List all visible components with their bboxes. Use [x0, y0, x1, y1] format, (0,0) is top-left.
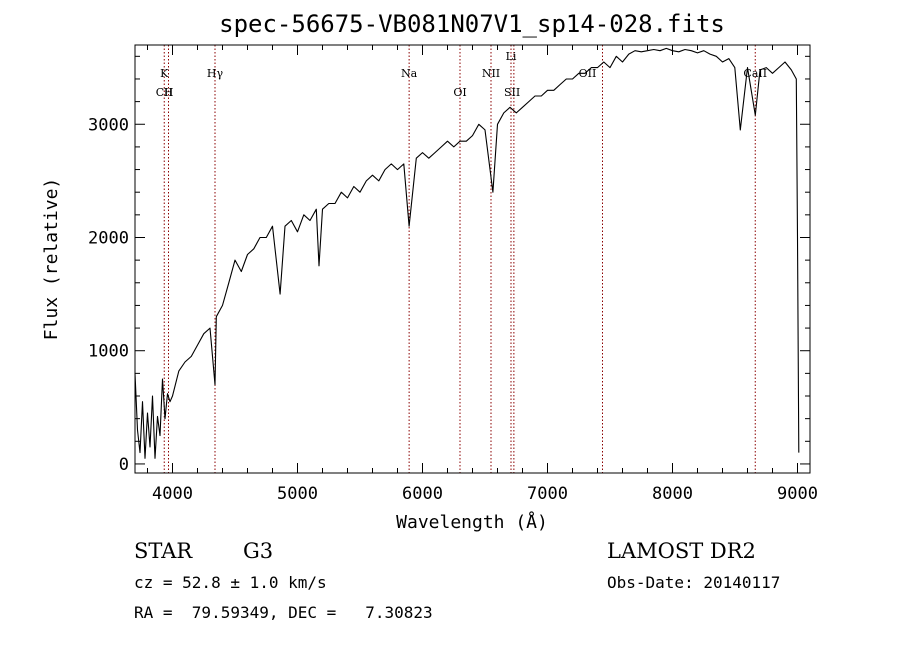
obs-date-line: Obs-Date: 20140117 — [607, 573, 781, 592]
subclass-label: G3 — [243, 539, 274, 563]
chart-title: spec-56675-VB081N07V1_sp14-028.fits — [219, 10, 725, 38]
plot-frame — [134, 44, 811, 474]
marker-label-7: Li — [506, 50, 517, 63]
class-label: STAR — [134, 539, 193, 563]
marker-label-0: CII — [156, 86, 173, 99]
x-axis: 4000 5000 6000 7000 8000 9000 — [147, 45, 818, 504]
marker-label-1: K — [160, 67, 169, 80]
y-tick-label-3: 3000 — [88, 115, 129, 135]
y-tick-label-2: 2000 — [88, 228, 129, 248]
y-tick-label-1: 1000 — [88, 342, 129, 362]
marker-label-5: OI — [453, 86, 466, 99]
y-tick-label-0: 0 — [119, 455, 129, 475]
marker-label-9: OII — [579, 67, 597, 80]
marker-label-6: NII — [482, 67, 500, 80]
coordinates-line: RA = 79.59349, DEC = 7.30823 — [134, 603, 433, 622]
marker-label-4: Na — [401, 67, 418, 80]
series-group — [134, 47, 800, 459]
series-line-0 — [134, 47, 800, 459]
x-tick-label-1: 5000 — [277, 484, 318, 504]
survey-label: LAMOST DR2 — [607, 539, 756, 563]
x-tick-label-2: 6000 — [402, 484, 443, 504]
x-tick-label-4: 8000 — [652, 484, 693, 504]
y-axis: 0 1000 2000 3000 — [88, 55, 810, 475]
y-axis-label: Flux (relative) — [41, 178, 62, 341]
x-axis-label: Wavelength (Å) — [396, 511, 548, 533]
marker-label-8: SII — [504, 86, 520, 99]
redshift-line: cz = 52.8 ± 1.0 km/s — [134, 573, 327, 592]
x-tick-label-0: 4000 — [152, 484, 193, 504]
x-tick-label-3: 7000 — [527, 484, 568, 504]
marker-label-2: H — [164, 86, 174, 99]
x-tick-label-5: 9000 — [777, 484, 818, 504]
marker-label-3: Hγ — [207, 67, 224, 80]
